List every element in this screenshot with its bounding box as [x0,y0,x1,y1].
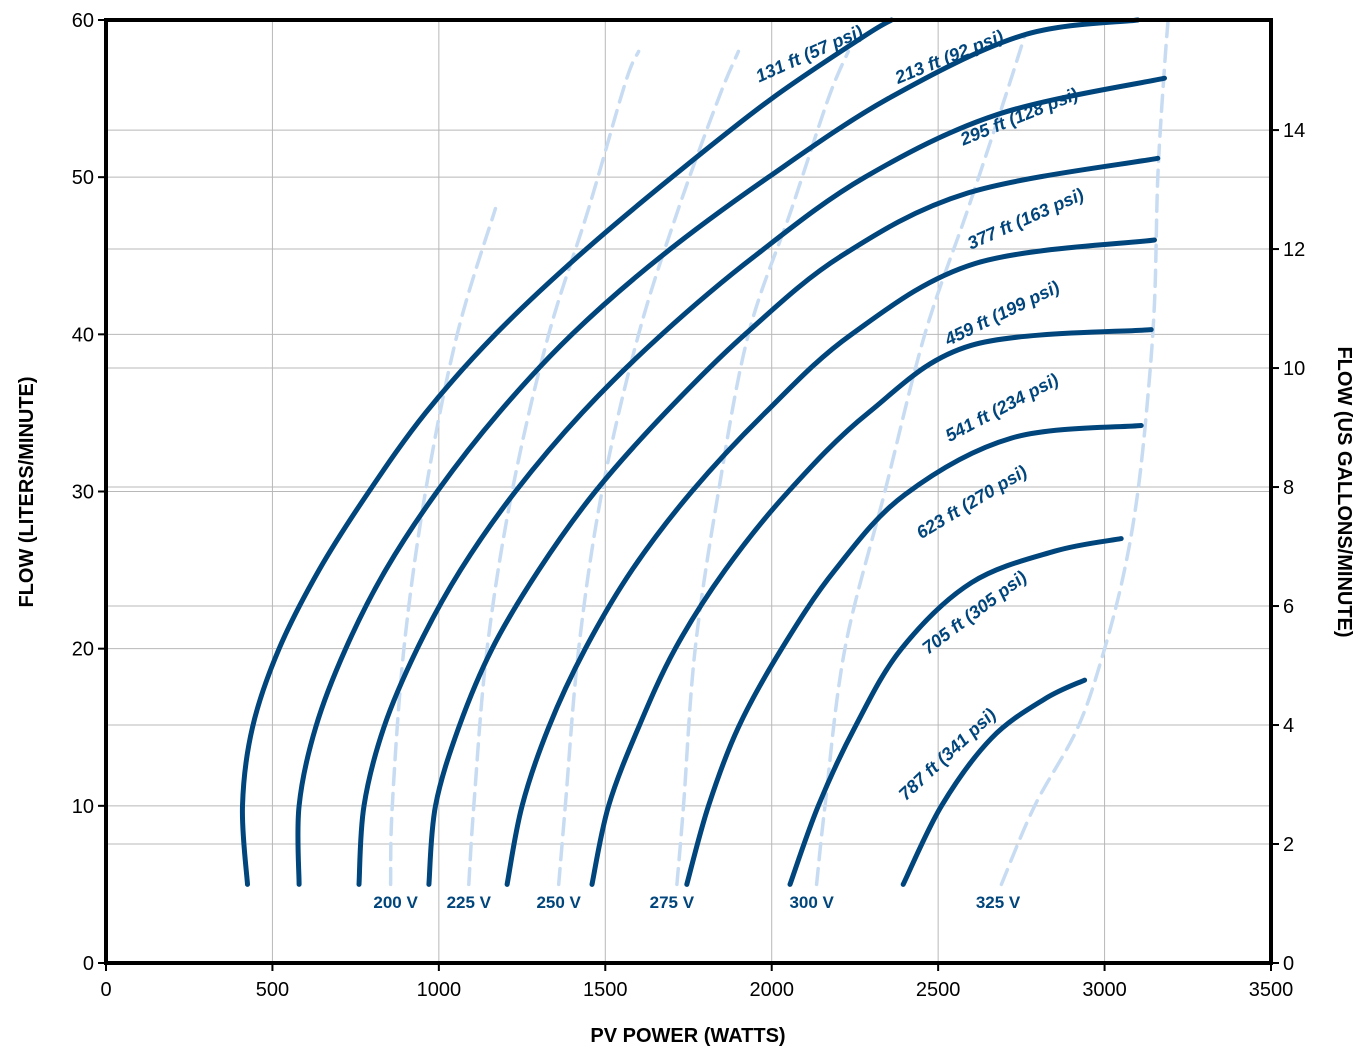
head-label: 377 ft (163 psi) [964,184,1086,253]
head-curve [684,423,1144,887]
head-curve [900,677,1088,887]
y-tick-label: 60 [72,10,94,32]
head-curve [426,155,1161,887]
y2-tick-label: 0 [1283,953,1294,975]
x-tick-label: 3500 [1249,979,1294,1001]
y-tick-label: 50 [72,167,94,189]
y2-tick-label: 4 [1283,715,1294,737]
y2-tick-label: 14 [1283,120,1305,142]
voltage-curve [467,49,641,887]
x-tick-label: 1500 [583,979,628,1001]
voltage-label: 300 V [789,893,834,912]
voltage-curve [675,49,851,887]
head-label: 541 ft (234 psi) [942,369,1062,445]
y2-tick-label: 8 [1283,477,1294,499]
y2-tick-label: 12 [1283,239,1305,261]
voltage-curve [814,33,1027,887]
head-label: 623 ft (270 psi) [913,461,1031,543]
x-tick-label: 0 [100,979,111,1001]
voltage-curve [999,20,1170,887]
head-label: 213 ft (92 psi) [891,26,1006,88]
voltage-label: 250 V [536,893,581,912]
y-tick-label: 10 [72,796,94,818]
head-curve [295,17,1141,887]
y-tick-label: 20 [72,639,94,661]
head-label: 295 ft (128 psi) [956,84,1080,150]
y-tick-label: 30 [72,482,94,504]
head-curve [589,327,1154,887]
x-tick-label: 500 [256,979,289,1001]
voltage-label: 200 V [373,893,418,912]
y-axis-title: FLOW (LITERS/MINUTE) [16,376,38,607]
x-tick-label: 2000 [749,979,794,1001]
x-tick-label: 1000 [417,979,462,1001]
y-tick-label: 0 [83,953,94,975]
head-curve [356,75,1167,887]
axis-ticks: 0 500 1000 1500 2000 2500 3000 3500010203040506… [72,10,1306,1001]
voltage-curve [388,206,498,887]
x-tick-label: 3000 [1082,979,1127,1001]
x-tick-label: 2500 [916,979,961,1001]
voltage-label: 275 V [650,893,695,912]
head-curve [787,536,1124,887]
head-curve [504,237,1157,887]
y2-tick-label: 10 [1283,358,1305,380]
y2-axis-title: FLOW (US GALLONS/MINUTE) [1333,346,1355,637]
y2-tick-label: 6 [1283,596,1294,618]
voltage-label: 325 V [976,893,1021,912]
head-curves [239,17,1167,887]
y2-tick-label: 2 [1283,834,1294,856]
y-tick-label: 40 [72,324,94,346]
head-label: 787 ft (341 psi) [895,704,1000,804]
voltage-curves [388,20,1170,887]
voltage-curve [556,49,741,887]
head-curve [239,17,894,887]
x-axis-title: PV POWER (WATTS) [590,1025,785,1047]
voltage-label: 225 V [447,893,492,912]
